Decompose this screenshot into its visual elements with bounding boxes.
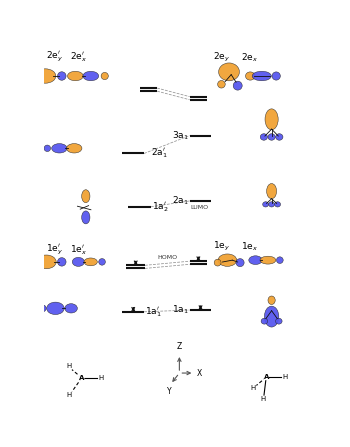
Ellipse shape: [218, 254, 237, 266]
Ellipse shape: [236, 259, 244, 267]
Ellipse shape: [276, 134, 283, 140]
Ellipse shape: [264, 306, 279, 327]
Ellipse shape: [82, 211, 90, 224]
Text: H: H: [261, 396, 266, 402]
Text: LUMO: LUMO: [190, 205, 208, 210]
Ellipse shape: [82, 190, 90, 202]
Text: 1e$_y$: 1e$_y$: [213, 240, 230, 253]
Text: 2a$_1'$: 2a$_1'$: [152, 147, 168, 160]
Ellipse shape: [272, 72, 280, 80]
Text: HOMO: HOMO: [158, 255, 178, 260]
Ellipse shape: [265, 109, 278, 130]
Text: 1e$_x'$: 1e$_x'$: [70, 243, 88, 257]
Ellipse shape: [233, 81, 242, 90]
Ellipse shape: [276, 257, 283, 263]
Text: H: H: [66, 392, 71, 398]
Ellipse shape: [44, 145, 51, 152]
Text: H: H: [66, 363, 71, 369]
Text: 2e$_x'$: 2e$_x'$: [70, 51, 88, 64]
Ellipse shape: [29, 73, 36, 79]
Text: X: X: [197, 368, 202, 378]
Text: 1a$_1'$: 1a$_1'$: [146, 305, 162, 319]
Ellipse shape: [245, 72, 255, 80]
Text: 2a$_1$: 2a$_1$: [172, 195, 189, 207]
Ellipse shape: [261, 318, 268, 324]
Ellipse shape: [267, 184, 276, 199]
Ellipse shape: [275, 202, 281, 207]
Ellipse shape: [260, 134, 267, 140]
Ellipse shape: [214, 259, 221, 266]
Ellipse shape: [39, 305, 46, 312]
Ellipse shape: [36, 255, 56, 269]
Ellipse shape: [65, 304, 77, 313]
Text: 1e$_x$: 1e$_x$: [241, 240, 259, 253]
Text: 1a$_2'$: 1a$_2'$: [152, 200, 169, 214]
Ellipse shape: [57, 257, 66, 266]
Text: A: A: [264, 374, 269, 380]
Text: 2e$_y'$: 2e$_y'$: [46, 50, 63, 64]
Ellipse shape: [268, 134, 275, 140]
Ellipse shape: [84, 258, 97, 266]
Ellipse shape: [262, 202, 268, 207]
Text: A: A: [79, 375, 84, 381]
Ellipse shape: [252, 71, 271, 81]
Text: 2e$_y$: 2e$_y$: [213, 51, 230, 64]
Ellipse shape: [68, 72, 83, 81]
Ellipse shape: [30, 258, 37, 266]
Text: H: H: [251, 384, 256, 391]
Ellipse shape: [99, 258, 105, 265]
Text: 3a$_1$: 3a$_1$: [172, 129, 189, 142]
Text: 1e$_y'$: 1e$_y'$: [46, 243, 63, 257]
Ellipse shape: [66, 143, 82, 153]
Ellipse shape: [101, 72, 108, 80]
Text: H: H: [282, 374, 288, 380]
Ellipse shape: [72, 257, 84, 266]
Ellipse shape: [275, 318, 282, 324]
Text: 1a$_1$: 1a$_1$: [172, 304, 189, 316]
Ellipse shape: [83, 72, 99, 81]
Ellipse shape: [35, 69, 56, 83]
Text: Y: Y: [167, 387, 171, 396]
Ellipse shape: [52, 143, 67, 153]
Ellipse shape: [57, 72, 66, 80]
Ellipse shape: [219, 63, 239, 81]
Ellipse shape: [47, 302, 64, 315]
Text: H: H: [98, 375, 103, 381]
Ellipse shape: [269, 202, 274, 207]
Text: Z: Z: [177, 342, 182, 351]
Ellipse shape: [260, 256, 276, 264]
Ellipse shape: [268, 296, 275, 304]
Text: 2e$_x$: 2e$_x$: [241, 51, 259, 64]
Ellipse shape: [218, 80, 225, 88]
Ellipse shape: [249, 256, 262, 265]
